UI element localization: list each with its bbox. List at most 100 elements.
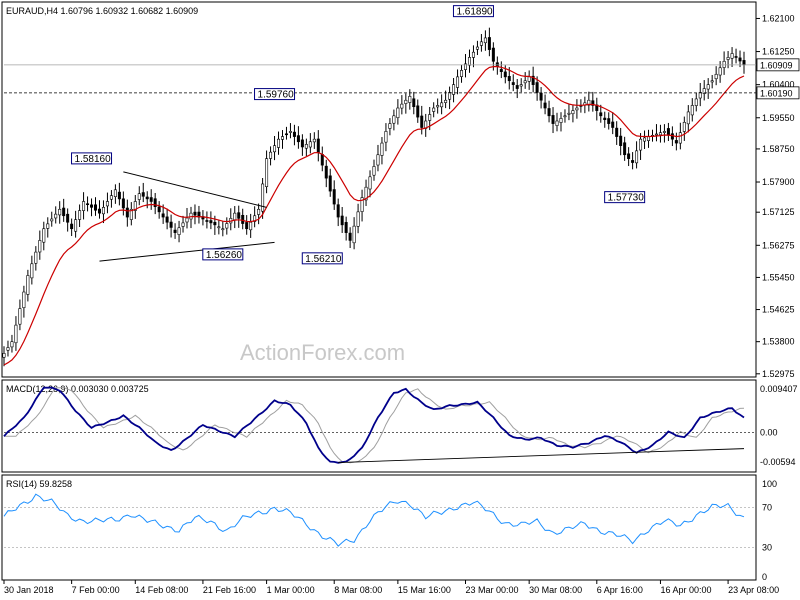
candle-body — [209, 220, 213, 224]
candle-body — [690, 105, 694, 116]
candle-body — [10, 341, 14, 348]
candle-body — [388, 123, 392, 129]
macd-panel-frame — [1, 379, 757, 473]
current-price-tag: 1.60909 — [760, 60, 793, 70]
candle-body — [464, 63, 468, 70]
candle-body — [499, 69, 503, 72]
candle-body — [320, 154, 324, 166]
candle-body — [58, 208, 62, 216]
candle-body — [304, 144, 308, 149]
candle-body — [658, 132, 662, 136]
candle-body — [440, 102, 444, 108]
price-label: 1.56210 — [305, 254, 342, 265]
candle-body — [448, 92, 452, 100]
candle-body — [352, 225, 356, 244]
candle-body — [392, 115, 396, 124]
candle-body — [678, 132, 682, 144]
x-tick-label: 30 Mar 08:00 — [529, 585, 582, 595]
candle-body — [456, 76, 460, 88]
candle-body — [436, 105, 440, 108]
candle-body — [396, 107, 400, 119]
x-tick-label: 6 Apr 16:00 — [597, 585, 643, 595]
candle-body — [376, 154, 380, 166]
candle-body — [177, 227, 181, 235]
candle-body — [479, 41, 483, 46]
candle-body — [547, 108, 551, 117]
candle-body — [408, 96, 412, 103]
x-tick-label: 21 Feb 16:00 — [203, 585, 256, 595]
rsi-y-tick-label: 100 — [762, 479, 777, 489]
candle-body — [467, 57, 471, 66]
candle-body — [452, 84, 456, 95]
macd-panel-title: MACD(12,26,9) 0.003030 0.003725 — [6, 384, 149, 394]
price-label: 1.59760 — [258, 90, 295, 101]
candle-body — [714, 73, 718, 80]
macd-series-group — [3, 386, 756, 464]
candle-body — [627, 153, 631, 159]
rsi-line — [3, 493, 745, 547]
macd-line — [3, 386, 745, 464]
candle-body — [30, 263, 34, 279]
candle-body — [288, 131, 292, 133]
candle-body — [738, 57, 742, 62]
candle-body — [420, 115, 424, 128]
candle-body — [233, 212, 237, 221]
candle-body — [654, 133, 658, 136]
price-label-box — [71, 152, 113, 165]
candle-body — [523, 80, 527, 84]
macd-y-tick-label: 0.009407 — [760, 384, 798, 394]
candle-body — [137, 193, 141, 200]
candle-body — [18, 308, 22, 325]
candle-body — [129, 208, 133, 220]
candle-body — [348, 232, 352, 241]
candle-body — [491, 47, 495, 62]
candle-body — [519, 84, 523, 87]
candle-body — [531, 75, 535, 85]
watermark: ActionForex.com — [240, 340, 405, 365]
candle-body — [328, 175, 332, 192]
candle-body — [460, 70, 464, 77]
price-series-group: 1.61890 1.59760 1.58160 1.56260 1.56210 1.577… — [2, 5, 756, 367]
candle-body — [94, 204, 98, 211]
candle-body — [631, 160, 635, 163]
candle-body — [181, 222, 185, 227]
price-label-box — [301, 252, 343, 265]
candle-body — [364, 186, 368, 201]
candle-body — [42, 228, 46, 243]
candle-body — [511, 82, 515, 85]
candle-body — [332, 189, 336, 205]
candle-body — [292, 131, 296, 137]
candle-body — [718, 67, 722, 76]
candle-body — [161, 213, 165, 218]
candle-body — [280, 136, 284, 140]
price-y-tick-label: 1.57900 — [762, 177, 795, 187]
candle-body — [14, 324, 18, 344]
candle-body — [193, 211, 197, 216]
candle-body — [380, 142, 384, 156]
candle-body — [78, 210, 82, 220]
candle-body — [2, 353, 6, 358]
candle-body — [487, 37, 491, 50]
price-y-tick-label: 1.60400 — [762, 80, 795, 90]
x-tick-label: 14 Feb 08:00 — [135, 585, 188, 595]
candle-body — [157, 206, 161, 213]
candle-body — [261, 183, 265, 212]
moving-average-line — [3, 66, 745, 366]
price-y-tick-label: 1.52975 — [762, 369, 795, 379]
candle-body — [674, 140, 678, 144]
candle-body — [471, 51, 475, 58]
candle-body — [507, 76, 511, 82]
price-y-tick-label: 1.53800 — [762, 337, 795, 347]
candle-body — [205, 220, 209, 222]
candle-body — [527, 76, 531, 82]
candle-body — [241, 214, 245, 224]
candle-body — [515, 85, 519, 89]
candle-body — [666, 128, 670, 136]
candle-body — [551, 115, 555, 124]
price-label-box — [604, 191, 646, 204]
candle-body — [384, 131, 388, 143]
candle-body — [141, 192, 145, 197]
candle-body — [670, 133, 674, 140]
candle-body — [428, 114, 432, 121]
